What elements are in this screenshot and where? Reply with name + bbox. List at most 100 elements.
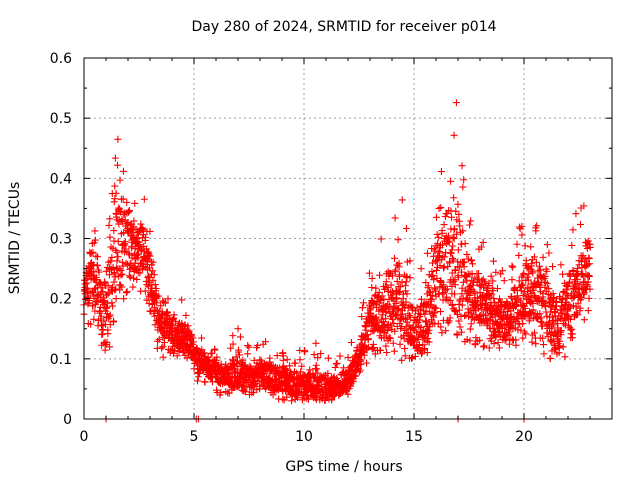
- data-point: [158, 344, 166, 352]
- data-point: [164, 295, 172, 303]
- data-point: [302, 378, 310, 386]
- data-point: [97, 280, 105, 288]
- data-point: [365, 269, 373, 277]
- data-point: [296, 356, 304, 364]
- data-point: [157, 302, 165, 310]
- data-point: [395, 305, 403, 313]
- data-point: [201, 378, 209, 386]
- data-point: [102, 267, 110, 275]
- data-point: [525, 270, 533, 278]
- data-point: [528, 338, 536, 346]
- data-point: [402, 287, 410, 295]
- data-point: [358, 304, 366, 312]
- data-point: [574, 311, 582, 319]
- data-point: [566, 278, 574, 286]
- data-point: [448, 300, 456, 308]
- data-point: [376, 346, 384, 354]
- data-point: [556, 337, 564, 345]
- data-point: [435, 205, 443, 213]
- data-point: [437, 204, 445, 212]
- data-point: [372, 313, 380, 321]
- data-point: [482, 280, 490, 288]
- data-point: [116, 176, 124, 184]
- data-point: [442, 286, 450, 294]
- data-point: [259, 378, 267, 386]
- data-point: [498, 267, 506, 275]
- data-point: [375, 288, 383, 296]
- data-point: [421, 310, 429, 318]
- data-point: [494, 338, 502, 346]
- data-point: [95, 268, 103, 276]
- data-point: [449, 242, 457, 250]
- data-point: [283, 393, 291, 401]
- data-point: [543, 241, 551, 249]
- data-point: [144, 256, 152, 264]
- data-point: [384, 305, 392, 313]
- data-point: [495, 344, 503, 352]
- data-point: [463, 250, 471, 258]
- y-axis-label: SRMTID / TECUs: [7, 182, 23, 295]
- data-point: [103, 338, 111, 346]
- data-point: [436, 261, 444, 269]
- data-point: [111, 195, 119, 203]
- data-point: [118, 258, 126, 266]
- data-point: [103, 303, 111, 311]
- data-point: [578, 284, 586, 292]
- data-point: [105, 221, 113, 229]
- data-point: [585, 294, 593, 302]
- data-point: [455, 210, 463, 218]
- data-point: [452, 266, 460, 274]
- data-point: [515, 251, 523, 259]
- data-point: [458, 328, 466, 336]
- data-point: [543, 280, 551, 288]
- data-point: [449, 234, 457, 242]
- data-point: [125, 272, 133, 280]
- data-point: [314, 369, 322, 377]
- data-point: [125, 249, 133, 257]
- data-point: [318, 383, 326, 391]
- data-point: [521, 304, 529, 312]
- data-point: [373, 303, 381, 311]
- data-point: [115, 204, 123, 212]
- data-point: [448, 246, 456, 254]
- data-point: [402, 224, 410, 232]
- data-point: [146, 252, 154, 260]
- data-point: [383, 349, 391, 357]
- data-point: [505, 328, 513, 336]
- data-point: [256, 385, 264, 393]
- data-point: [530, 253, 538, 261]
- data-point: [538, 322, 546, 330]
- data-point: [173, 352, 181, 360]
- data-point: [121, 238, 129, 246]
- data-point: [150, 271, 158, 279]
- data-point: [423, 349, 431, 357]
- data-point: [125, 206, 133, 214]
- data-point: [490, 340, 498, 348]
- data-point: [91, 227, 99, 235]
- data-point: [387, 281, 395, 289]
- data-point: [469, 260, 477, 268]
- data-point: [479, 238, 487, 246]
- data-point: [489, 277, 497, 285]
- data-point: [553, 316, 561, 324]
- data-point: [442, 327, 450, 335]
- data-point: [472, 334, 480, 342]
- data-point: [109, 302, 117, 310]
- data-point: [105, 313, 113, 321]
- data-point: [433, 274, 441, 282]
- data-point: [94, 298, 102, 306]
- data-point: [580, 289, 588, 297]
- data-point: [170, 311, 178, 319]
- data-point: [448, 282, 456, 290]
- data-point: [406, 274, 414, 282]
- data-point: [320, 375, 328, 383]
- data-point: [471, 290, 479, 298]
- data-point: [444, 263, 452, 271]
- data-point: [91, 285, 99, 293]
- data-point: [521, 328, 529, 336]
- data-point: [456, 323, 464, 331]
- data-point: [201, 352, 209, 360]
- data-point: [376, 271, 384, 279]
- data-point: [533, 222, 541, 230]
